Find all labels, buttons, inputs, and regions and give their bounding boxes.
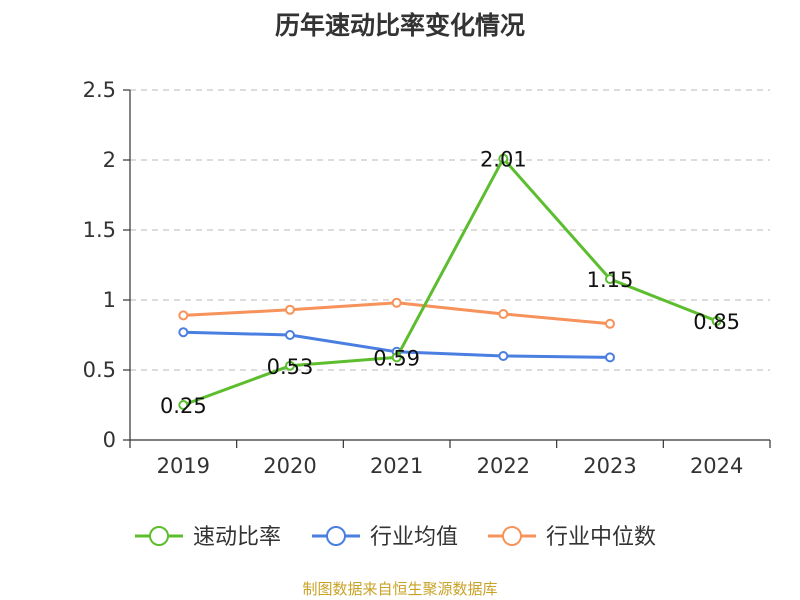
x-tick-label: 2024 <box>690 454 743 478</box>
data-label: 0.59 <box>373 346 420 370</box>
y-tick-label: 1 <box>103 288 116 312</box>
x-tick-label: 2021 <box>370 454 423 478</box>
data-point <box>178 400 189 410</box>
x-tick-label: 2023 <box>583 454 636 478</box>
data-point <box>391 297 402 308</box>
x-tick-label: 2019 <box>157 454 210 478</box>
legend-item: 行业中位数 <box>488 525 656 550</box>
data-label: 0.85 <box>693 310 740 334</box>
data-point <box>711 316 722 326</box>
data-label: 0.53 <box>267 355 314 379</box>
data-point <box>498 309 509 319</box>
series-lines <box>178 153 722 410</box>
tick-labels: 0 0.5 1 1.5 2 2.5 2019 2020 2021 2022 2023 2024 <box>83 78 744 478</box>
data-labels: 0.25 0.53 0.59 2.01 1.15 0.85 <box>160 148 740 418</box>
data-point <box>285 304 295 315</box>
legend-label: 行业中位数 <box>546 525 656 550</box>
data-point <box>605 318 615 329</box>
y-tick-label: 1.5 <box>83 218 116 242</box>
series-line <box>182 157 718 407</box>
y-tick-label: 0.5 <box>83 358 116 382</box>
x-tick-label: 2022 <box>477 454 530 478</box>
data-point <box>498 351 509 361</box>
data-point <box>285 360 295 371</box>
legend-swatch-marker <box>502 526 522 546</box>
source-note: 制图数据来自恒生聚源数据库 <box>302 580 498 598</box>
data-point <box>605 352 615 363</box>
legend-item: 行业均值 <box>312 525 458 550</box>
data-point <box>178 310 189 321</box>
data-point <box>605 274 615 284</box>
data-point <box>498 153 509 164</box>
legend: 速动比率 行业均值 行业中位数 <box>135 525 656 550</box>
chart-title: 历年速动比率变化情况 <box>274 11 525 40</box>
data-point <box>285 330 295 340</box>
legend-item: 速动比率 <box>135 525 281 550</box>
y-tick-label: 2.5 <box>83 78 116 102</box>
legend-swatch-marker <box>149 526 169 546</box>
data-point <box>391 352 402 363</box>
axes <box>123 89 771 448</box>
legend-label: 速动比率 <box>193 525 281 550</box>
data-label: 0.25 <box>160 394 207 418</box>
data-point <box>178 327 189 338</box>
y-tick-label: 2 <box>103 148 116 172</box>
data-label: 1.15 <box>587 268 634 292</box>
x-tick-label: 2020 <box>263 454 316 478</box>
grid-lines <box>130 89 770 371</box>
legend-label: 行业均值 <box>370 525 458 550</box>
y-tick-label: 0 <box>103 428 116 452</box>
legend-swatch-marker <box>326 526 346 546</box>
data-label: 2.01 <box>480 148 527 172</box>
